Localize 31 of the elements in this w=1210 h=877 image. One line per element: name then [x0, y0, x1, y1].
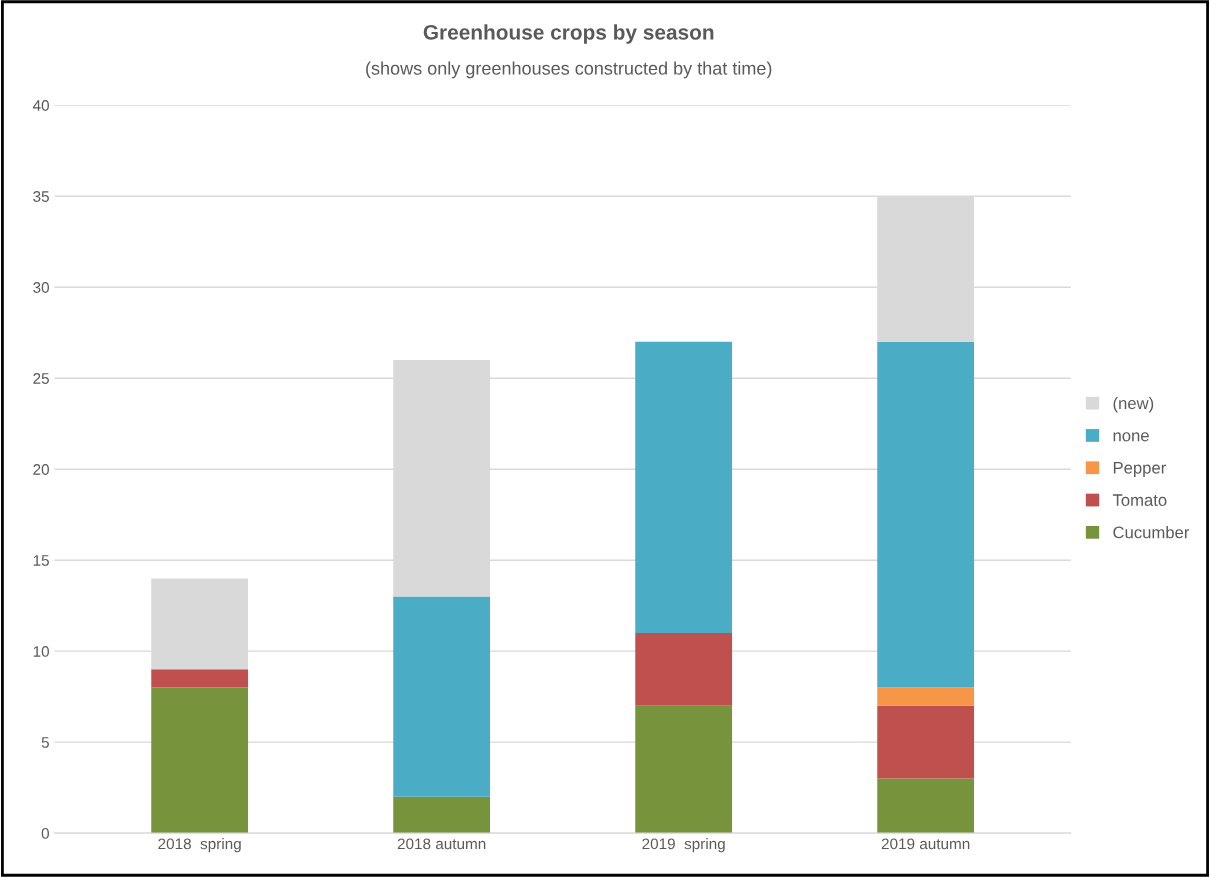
y-tick-label: 25 [33, 373, 49, 384]
legend-label: (new) [1113, 396, 1154, 413]
x-tick-label: 2019 autumn [881, 838, 970, 850]
y-tick-label: 0 [41, 828, 49, 839]
bar [635, 341, 733, 633]
y-tick-label: 15 [33, 555, 49, 566]
bar [635, 632, 733, 706]
bar [151, 687, 249, 834]
y-tick-label: 5 [41, 737, 49, 748]
bar [151, 669, 249, 688]
bar [393, 596, 491, 797]
y-tick-label: 40 [32, 100, 49, 111]
legend-label: Tomato [1112, 494, 1167, 506]
bar [635, 705, 733, 834]
chart-subtitle: (shows only greenhouses constructed by that time) [366, 61, 772, 79]
y-tick-label: 30 [33, 282, 49, 293]
chart-title: Greenhouse crops by season [423, 24, 714, 44]
bar [877, 687, 975, 706]
legend-label: none [1113, 432, 1149, 442]
y-tick-label: 35 [33, 191, 49, 202]
bar [877, 341, 975, 688]
x-tick-label: 2018 autumn [397, 838, 486, 850]
y-tick-label: 10 [33, 646, 49, 657]
y-tick-label: 20 [33, 464, 49, 475]
legend-label: Cucumber [1113, 526, 1190, 539]
bar [877, 778, 975, 834]
bar [877, 705, 975, 779]
bar [393, 796, 491, 834]
x-tick-label: 2019 spring [642, 838, 725, 853]
x-tick-label: 2018 spring [158, 838, 241, 853]
legend-label: Pepper [1113, 462, 1166, 478]
